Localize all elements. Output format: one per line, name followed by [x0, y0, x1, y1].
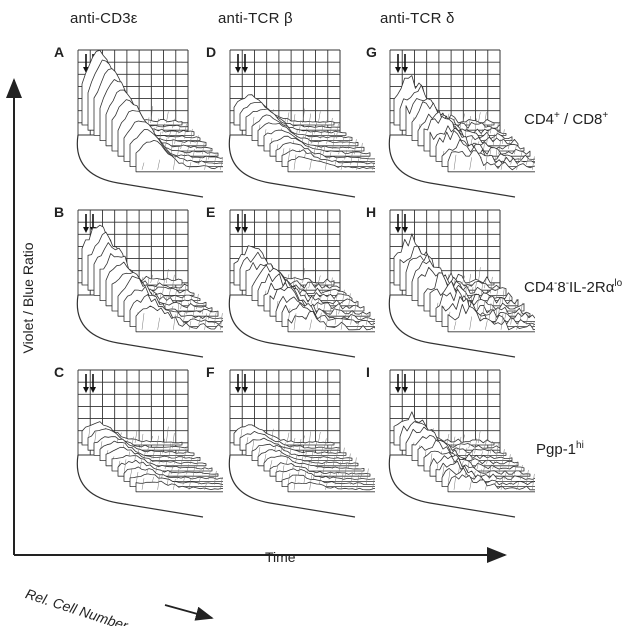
column-header-anti-cd3e: anti-CD3ε [70, 10, 138, 27]
row-label-cd4-8-il2ra: CD4-8-IL-2Rαlo [524, 278, 623, 296]
panel-h: H [360, 200, 535, 375]
surface-plot-b [76, 209, 223, 358]
surface-plot-h [388, 209, 535, 358]
panel-e: E [200, 200, 375, 375]
x-axis-label: Time [265, 549, 296, 565]
panel-letter-c: C [54, 364, 65, 380]
panel-letter-e: E [206, 204, 216, 220]
surface-plot-d [228, 49, 375, 198]
surface-plot-g [388, 49, 535, 198]
panel-letter-h: H [366, 204, 377, 220]
panel-letter-a: A [54, 44, 65, 60]
surface-plot-c [76, 369, 223, 518]
panel-a: A [48, 40, 223, 215]
panel-letter-i: I [366, 364, 370, 380]
surface-plot-i [388, 369, 535, 518]
panel-d: D [200, 40, 375, 215]
panel-letter-b: B [54, 204, 65, 220]
y-axis-label: Violet / Blue Ratio [20, 242, 36, 354]
panel-c: C [48, 360, 223, 535]
panel-letter-f: F [206, 364, 215, 380]
column-header-anti-tcr-delta: anti-TCR δ [380, 10, 455, 27]
z-axis-arrow [164, 604, 214, 621]
surface-plot-a [76, 49, 223, 198]
row-label-pgp1: Pgp-1hi [536, 440, 584, 458]
panel-letter-d: D [206, 44, 217, 60]
panel-i: I [360, 360, 535, 535]
panel-f: F [200, 360, 375, 535]
surface-plot-f [228, 369, 375, 518]
row-label-cd4-cd8: CD4+ / CD8+ [524, 110, 609, 128]
panel-letter-g: G [366, 44, 377, 60]
surface-plot-e [228, 209, 375, 358]
column-header-anti-tcr-beta: anti-TCR β [218, 10, 293, 27]
panel-b: B [48, 200, 223, 375]
panel-g: G [360, 40, 535, 215]
